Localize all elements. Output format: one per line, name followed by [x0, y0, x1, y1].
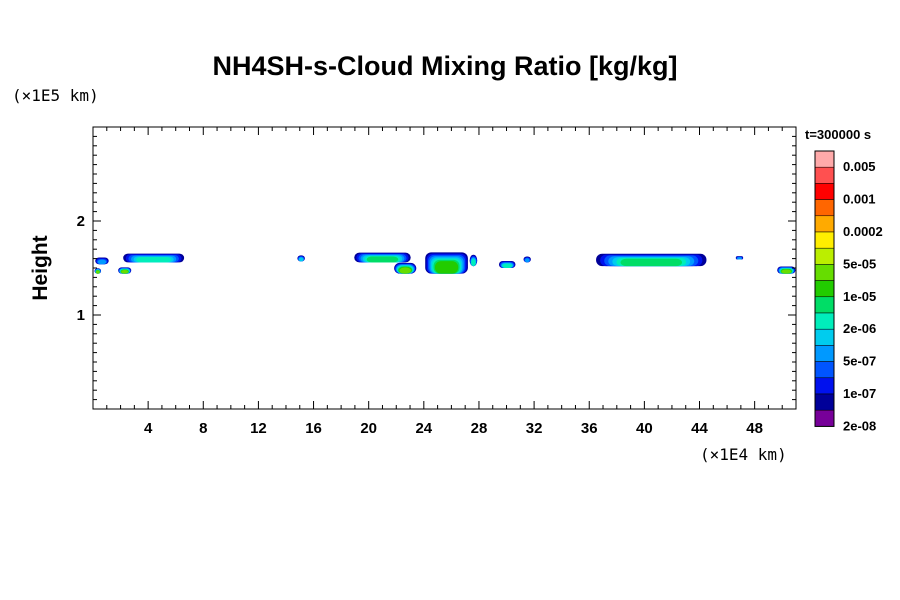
legend-swatch [814, 345, 835, 362]
cloud-contour [620, 258, 683, 267]
cloud-contour [524, 258, 530, 263]
x-tick-label: 8 [199, 420, 207, 437]
cloud-contour [298, 257, 304, 262]
legend-swatch [814, 166, 835, 184]
x-tick-label: 12 [250, 420, 267, 437]
legend-label: 2e-06 [843, 321, 876, 336]
legend-swatch [814, 231, 835, 249]
cloud-patch [735, 256, 744, 260]
cloud-patch [354, 252, 411, 263]
cloud-patch [523, 256, 531, 263]
cloud-patch [425, 252, 468, 274]
x-tick-label: 20 [360, 420, 377, 437]
x-tick-label: 4 [144, 420, 153, 437]
legend-swatch [814, 199, 835, 217]
x-tick-label: 44 [691, 420, 708, 437]
x-tick-label: 24 [415, 420, 432, 437]
legend-label: 0.001 [843, 192, 876, 207]
x-tick-label: 32 [526, 420, 543, 437]
legend-label: 2e-08 [843, 418, 876, 433]
y-tick-label: 1 [77, 307, 85, 324]
legend-swatch [814, 150, 835, 168]
legend-label: 1e-05 [843, 289, 876, 304]
legend-label: 1e-07 [843, 386, 876, 401]
time-label: t=300000 s [805, 127, 871, 142]
cloud-contour [136, 256, 172, 263]
cloud-contour [471, 259, 476, 267]
cloud-patch [498, 261, 516, 268]
legend-swatch [814, 215, 835, 233]
cloud-patch [394, 262, 417, 274]
cloud-contour [737, 257, 742, 260]
legend-label: 0.005 [843, 159, 876, 174]
legend-swatch [814, 183, 835, 200]
cloud-contour [781, 269, 792, 274]
cloud-patch [123, 253, 185, 263]
legend-swatch [814, 247, 835, 265]
x-tick-label: 48 [746, 420, 763, 437]
cloud-contour [502, 263, 512, 268]
x-unit-label: (×1E4 km) [700, 445, 787, 464]
cloud-contour [121, 270, 129, 274]
cloud-contour [434, 261, 459, 274]
legend-swatch [814, 361, 835, 379]
x-tick-label: 28 [471, 420, 488, 437]
y-unit-label: (×1E5 km) [12, 86, 99, 105]
legend-swatch [814, 393, 835, 411]
cloud-contour [97, 259, 107, 265]
cloud-patch [297, 255, 305, 262]
cloud-patch [95, 257, 109, 265]
legend-label: 0.0002 [843, 224, 883, 239]
cloud-contour [366, 256, 399, 263]
x-tick-label: 16 [305, 420, 322, 437]
y-tick-label: 2 [77, 213, 85, 230]
cloud-contour [96, 270, 100, 274]
x-tick-label: 40 [636, 420, 653, 437]
color-legend: 0.005 0.001 0.0002 5e-05 1e-05 2e-06 5e-07 1e-0… [814, 150, 883, 433]
legend-swatch [814, 312, 835, 330]
x-axis: 4 8 12 16 20 24 28 32 36 40 44 48 [106, 127, 783, 437]
y-axis-label: Height [29, 235, 52, 300]
legend-swatch [814, 280, 835, 298]
cloud-patch [469, 254, 478, 267]
legend-swatch [814, 409, 835, 427]
legend-frame [814, 150, 835, 427]
cloud-patch [777, 266, 796, 274]
cloud-patches [94, 252, 796, 274]
legend-swatch [814, 264, 835, 281]
legend-swatch [814, 377, 835, 395]
chart-title: NH4SH-s-Cloud Mixing Ratio [kg/kg] [213, 51, 678, 81]
cloud-contour [399, 267, 412, 274]
legend-swatch [814, 296, 835, 314]
cloud-patch [94, 268, 102, 274]
x-tick-label: 36 [581, 420, 598, 437]
y-axis: 12 [77, 135, 796, 401]
cloud-patch [118, 267, 132, 274]
cloud-patch [596, 253, 707, 267]
legend-swatch [814, 328, 835, 346]
legend-label: 5e-05 [843, 256, 876, 271]
legend-label: 5e-07 [843, 354, 876, 369]
